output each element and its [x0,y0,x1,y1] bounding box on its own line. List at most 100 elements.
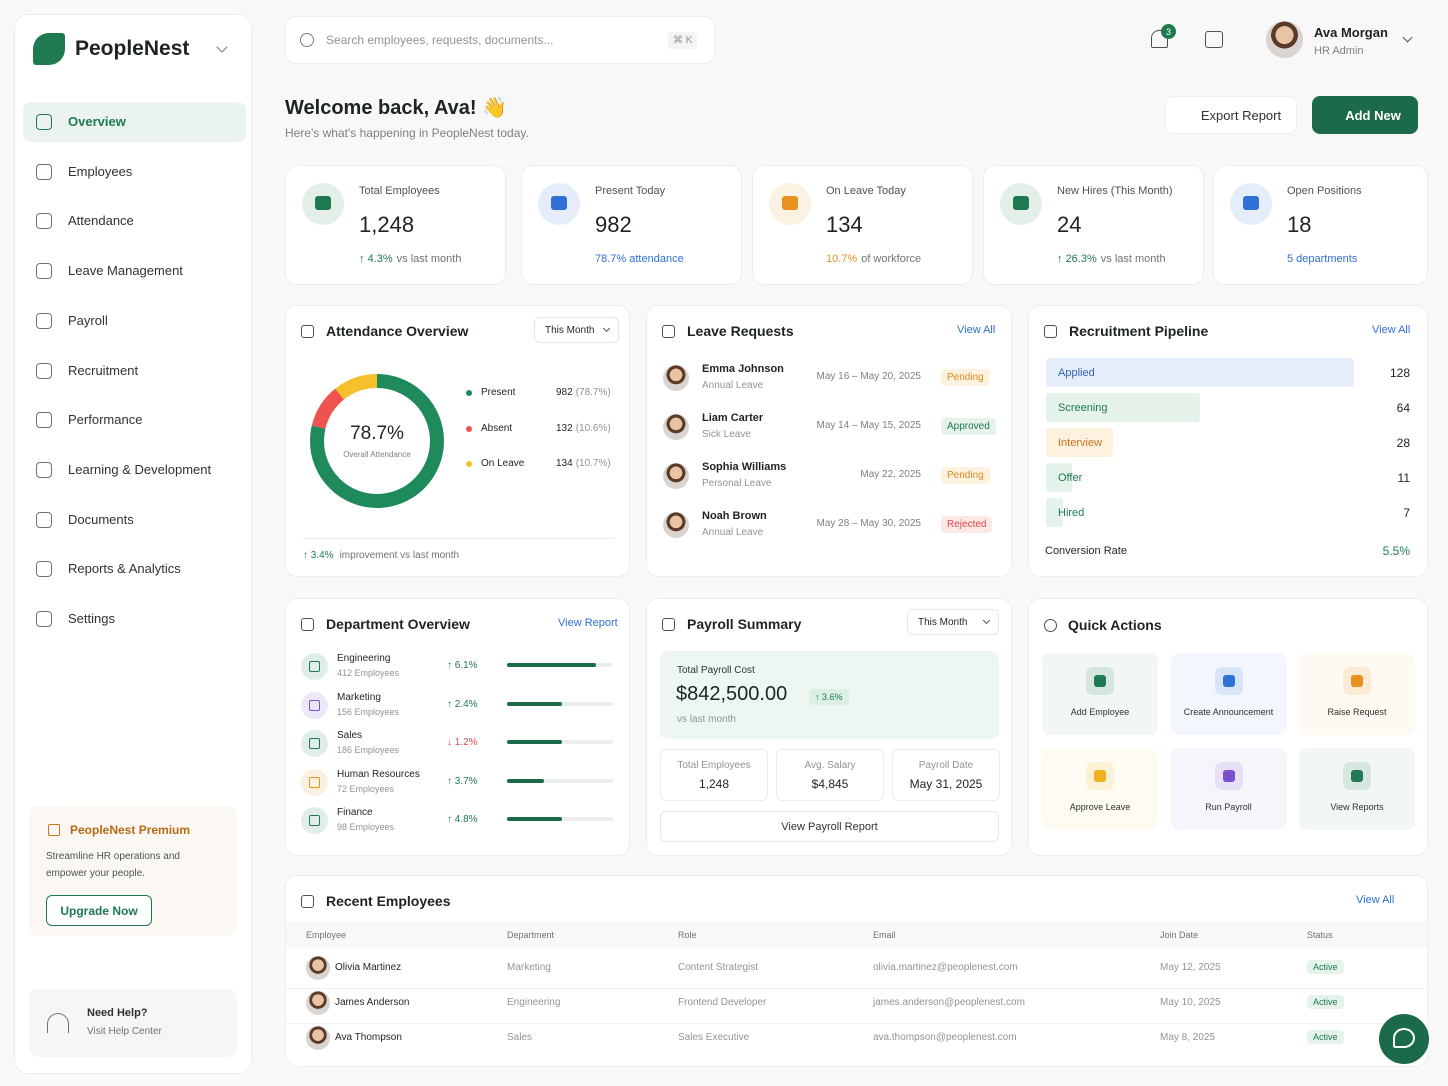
nav-label: Leave Management [68,263,183,279]
period-select[interactable]: This Month [907,609,999,635]
quick-action-icon [1214,667,1243,695]
stat-icon [1000,183,1042,225]
nav-label: Learning & Development [68,461,212,477]
nav-item[interactable]: Settings [23,599,246,639]
nav-item[interactable]: Recruitment [23,351,246,391]
department-title: Department Overview [326,616,470,632]
progress-bar [507,701,563,706]
department-name: Sales [337,730,363,741]
notification-count: 3 [1161,24,1176,39]
nav-item[interactable]: Performance [23,400,246,440]
card-icon [1044,619,1057,632]
table-cell: James Anderson [335,997,410,1008]
pipeline-bar [1046,498,1063,527]
progress-bar [507,663,597,667]
payroll-report-button[interactable]: View Payroll Report [660,811,999,842]
payroll-fact-value: 1,248 [698,777,730,791]
department-change: 4.8% [447,814,478,825]
leave-name: Sophia Williams [702,461,787,473]
nav-item[interactable]: Leave Management [23,251,246,291]
legend-percent: (10.7%) [575,458,611,469]
nav-item[interactable]: Learning & Development [23,450,246,490]
stat-note-text: of workforce [861,253,922,265]
card-icon [301,325,314,338]
leave-view-all[interactable]: View All [957,324,996,336]
nav-item[interactable]: Payroll [23,301,246,341]
quick-action-label: View Reports [1330,802,1384,812]
payroll-cost: $842,500.00 [676,683,788,705]
pipeline-stage: Hired [1058,507,1085,519]
search-icon [300,33,314,47]
help-box[interactable]: Need Help? Visit Help Center [29,989,237,1057]
export-button[interactable]: Export Report [1165,96,1297,134]
attendance-footer: 3.4% improvement vs last month [303,550,459,561]
stat-card: Open Positions 18 5 departments [1213,165,1428,285]
department-employees: 186 Employees [337,745,400,755]
department-view-report[interactable]: View Report [558,617,618,629]
legend-name: Present [481,387,516,398]
column-header: Status [1307,930,1333,940]
leave-avatar [663,463,689,489]
nav-icon [36,511,52,528]
column-header: Join Date [1160,930,1199,940]
leave-dates: May 14 – May 15, 2025 [816,420,921,431]
recent-view-all[interactable]: View All [1356,894,1395,906]
stat-note-text: 78.7% attendance [595,253,684,265]
search-bar[interactable]: Search employees, requests, documents...… [285,16,715,64]
quick-actions-title: Quick Actions [1068,617,1162,633]
department-employees: 98 Employees [337,822,395,832]
attendance-card: Attendance Overview This Month 78.7% Overal… [285,305,630,577]
table-cell: Ava Thompson [335,1032,402,1043]
recruitment-view-all[interactable]: View All [1372,324,1411,336]
nav-item[interactable]: Attendance [23,201,246,241]
nav-item[interactable]: Overview [23,102,246,142]
table-cell: Frontend Developer [678,997,767,1008]
leave-title: Leave Requests [687,323,794,339]
table-cell: May 10, 2025 [1160,997,1221,1008]
nav-item[interactable]: Employees [23,152,246,192]
status-badge: Active [1307,960,1344,974]
stat-icon [1230,183,1272,225]
quick-action[interactable]: View Reports [1299,748,1415,830]
table-cell: olivia.martinez@peoplenest.com [873,962,1018,973]
quick-action-icon [1343,667,1371,695]
calendar-icon[interactable] [1205,31,1223,48]
chat-button[interactable] [1379,1014,1429,1064]
department-glyph [309,738,320,749]
user-role: HR Admin [1314,45,1364,57]
quick-action[interactable]: Create Announcement [1170,653,1287,735]
nav-icon [36,461,52,478]
upgrade-button[interactable]: Upgrade Now [46,895,152,926]
department-card: Department Overview View Report Engineerin… [285,598,630,856]
quick-action[interactable]: Add Employee [1042,653,1158,735]
legend-percent: (78.7%) [575,387,611,398]
nav-item[interactable]: Reports & Analytics [23,549,246,589]
period-select[interactable]: This Month [534,317,619,343]
stat-note: 5 departments [1287,253,1357,265]
quick-actions-card: Quick Actions Add Employee Create Announce… [1028,598,1428,856]
shortcut: ⌘ K [668,32,698,49]
user-chevron[interactable] [1402,32,1413,43]
quick-action[interactable]: Approve Leave [1042,748,1158,830]
quick-action[interactable]: Run Payroll [1170,748,1287,830]
quick-action-icon [1086,667,1114,695]
divider [302,538,614,539]
table-cell: May 12, 2025 [1160,962,1221,973]
table-cell: Sales [507,1032,533,1043]
legend-value: 134 (10.7%) [556,458,611,469]
welcome-subtitle: Here's what's happening in PeopleNest to… [285,126,529,140]
bell-icon[interactable] [1151,30,1168,48]
nav-item[interactable]: Documents [23,500,246,540]
brand-chevron[interactable] [216,41,228,53]
stat-note: 78.7% attendance [595,253,684,265]
nav-label: Employees [68,163,133,179]
nav-label: Reports & Analytics [68,561,181,577]
quick-action[interactable]: Raise Request [1299,653,1415,735]
department-icon [301,691,328,719]
add-button[interactable]: Add New [1312,96,1418,134]
leave-status: Rejected [941,516,993,533]
department-change: 2.4% [447,699,478,710]
department-icon [301,653,328,680]
legend-value: 982 (78.7%) [556,387,611,398]
